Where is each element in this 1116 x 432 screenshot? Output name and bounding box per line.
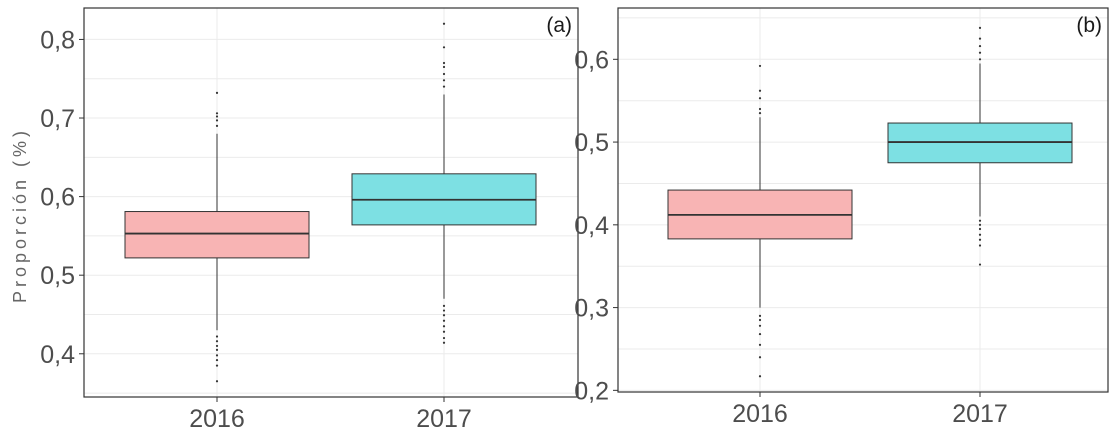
y-tick-label: 0,5	[40, 262, 75, 290]
y-axis-label: Proporción (%)	[10, 127, 30, 303]
y-tick-label: 0,6	[574, 46, 609, 74]
panel-frame	[83, 7, 579, 398]
outlier-point	[442, 319, 446, 322]
panel-tag-label: (b)	[1076, 14, 1102, 37]
outlier-point	[215, 335, 219, 338]
outlier-point	[758, 318, 762, 322]
outlier-point	[215, 364, 219, 367]
outlier-point	[215, 115, 219, 118]
outlier-point	[442, 314, 446, 317]
y-tick-label: 0,7	[40, 105, 75, 133]
outlier-point	[215, 124, 219, 127]
x-tick-label: 2016	[732, 400, 788, 428]
panel-b: 0,2 0,3 0,4 0,5 0,6 2016 2017 (b)	[574, 7, 1109, 428]
outlier-point	[758, 375, 762, 378]
outlier-point	[215, 119, 219, 122]
outlier-point	[978, 227, 982, 231]
outlier-point	[758, 343, 762, 346]
outlier-point	[442, 72, 446, 76]
outlier-point	[442, 22, 446, 25]
outlier-point	[442, 309, 446, 312]
y-tick-label: 0,4	[574, 212, 609, 240]
outlier-point	[978, 37, 982, 40]
panel-a: 0,4 0,5 0,6 0,7 0,8 2016 2017 (a)	[40, 7, 579, 432]
outlier-point	[758, 356, 762, 359]
panel-frame	[617, 7, 1109, 393]
outlier-point	[442, 330, 446, 333]
y-tick-label: 0,8	[40, 26, 75, 54]
outlier-point	[215, 91, 219, 94]
outlier-point	[442, 46, 446, 49]
outlier-point	[442, 65, 446, 69]
y-tick-label: 0,3	[574, 295, 609, 323]
y-tick-label: 0,5	[574, 129, 609, 157]
x-tick-label: 2016	[189, 405, 245, 432]
outlier-point	[215, 380, 219, 383]
outlier-point	[978, 244, 982, 247]
y-tick-label: 0,6	[40, 184, 75, 212]
outlier-point	[442, 85, 446, 88]
outlier-point	[442, 341, 446, 344]
outlier-point	[215, 354, 219, 357]
outlier-point	[215, 340, 219, 343]
outlier-point	[978, 223, 982, 226]
x-tick-label: 2017	[952, 400, 1008, 428]
outlier-point	[215, 348, 219, 351]
box-2016	[124, 211, 310, 259]
outlier-point	[215, 112, 219, 115]
outlier-point	[758, 64, 762, 68]
y-tick-label: 0,2	[574, 377, 609, 405]
outlier-point	[758, 112, 762, 115]
outlier-point	[442, 336, 446, 340]
outlier-point	[215, 358, 219, 362]
outlier-point	[978, 238, 982, 241]
panel-tag-label: (a)	[546, 14, 572, 37]
outlier-point	[978, 219, 982, 222]
outlier-point	[442, 61, 446, 65]
outlier-point	[978, 58, 982, 61]
outlier-point	[978, 26, 982, 29]
outlier-point	[442, 325, 446, 328]
y-tick-label: 0,4	[40, 341, 75, 369]
outlier-point	[758, 324, 762, 327]
outlier-point	[442, 79, 446, 82]
outlier-point	[758, 314, 762, 317]
outlier-point	[758, 107, 762, 111]
outlier-point	[215, 344, 219, 348]
outlier-point	[442, 304, 446, 307]
x-tick-label: 2017	[416, 405, 472, 432]
outlier-point	[758, 97, 762, 100]
outlier-point	[758, 89, 762, 92]
outlier-point	[978, 263, 982, 266]
outlier-point	[978, 233, 982, 236]
outlier-point	[758, 332, 762, 336]
outlier-point	[978, 51, 982, 54]
outlier-point	[978, 44, 982, 48]
